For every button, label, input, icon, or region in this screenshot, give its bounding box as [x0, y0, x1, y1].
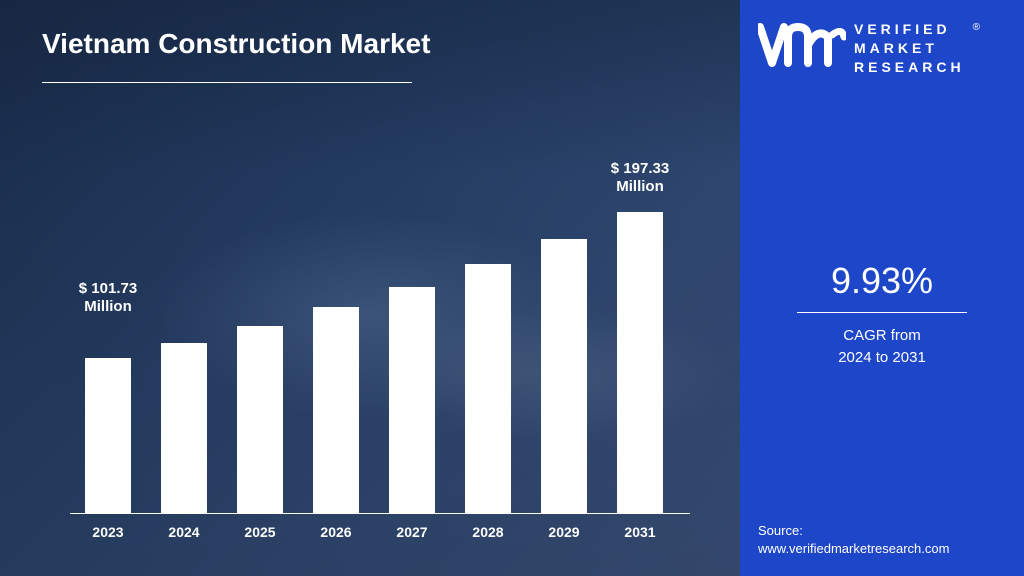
xlabel-2031: 2031 — [605, 524, 675, 540]
source-url: www.verifiedmarketresearch.com — [758, 540, 949, 558]
xlabel-2023: 2023 — [73, 524, 143, 540]
cagr-underline — [797, 312, 967, 313]
bar-2028 — [465, 264, 511, 513]
bar-2026 — [313, 307, 359, 513]
bar-2029 — [541, 239, 587, 513]
title-underline — [42, 82, 412, 83]
bar-chart: $ 101.73 Million 2023 2024 2025 2026 202… — [70, 162, 690, 542]
registered-mark: ® — [973, 22, 980, 33]
xlabel-2028: 2028 — [453, 524, 523, 540]
vmr-logo-icon — [758, 21, 846, 75]
page-title: Vietnam Construction Market — [42, 28, 430, 60]
cagr-caption: CAGR from 2024 to 2031 — [740, 325, 1024, 369]
bar-2031 — [617, 212, 663, 513]
bar-2024 — [161, 343, 207, 513]
x-axis-line — [70, 513, 690, 514]
brand-logo-text: VERIFIED MARKET RESEARCH — [854, 20, 965, 77]
brand-logo: VERIFIED MARKET RESEARCH ® — [758, 20, 1012, 77]
bar-2023 — [85, 358, 131, 513]
source-block: Source: www.verifiedmarketresearch.com — [758, 522, 949, 558]
xlabel-2024: 2024 — [149, 524, 219, 540]
bar-value-last: $ 197.33 Million — [590, 160, 690, 198]
bar-2025 — [237, 326, 283, 513]
bar-2027 — [389, 287, 435, 513]
xlabel-2027: 2027 — [377, 524, 447, 540]
cagr-percent: 9.93% — [740, 260, 1024, 302]
chart-panel: Vietnam Construction Market $ 101.73 Mil… — [0, 0, 740, 576]
cagr-block: 9.93% CAGR from 2024 to 2031 — [740, 260, 1024, 369]
source-label: Source: — [758, 522, 949, 540]
xlabel-2029: 2029 — [529, 524, 599, 540]
xlabel-2025: 2025 — [225, 524, 295, 540]
xlabel-2026: 2026 — [301, 524, 371, 540]
bar-value-first: $ 101.73 Million — [58, 280, 158, 318]
info-panel: VERIFIED MARKET RESEARCH ® 9.93% CAGR fr… — [740, 0, 1024, 576]
